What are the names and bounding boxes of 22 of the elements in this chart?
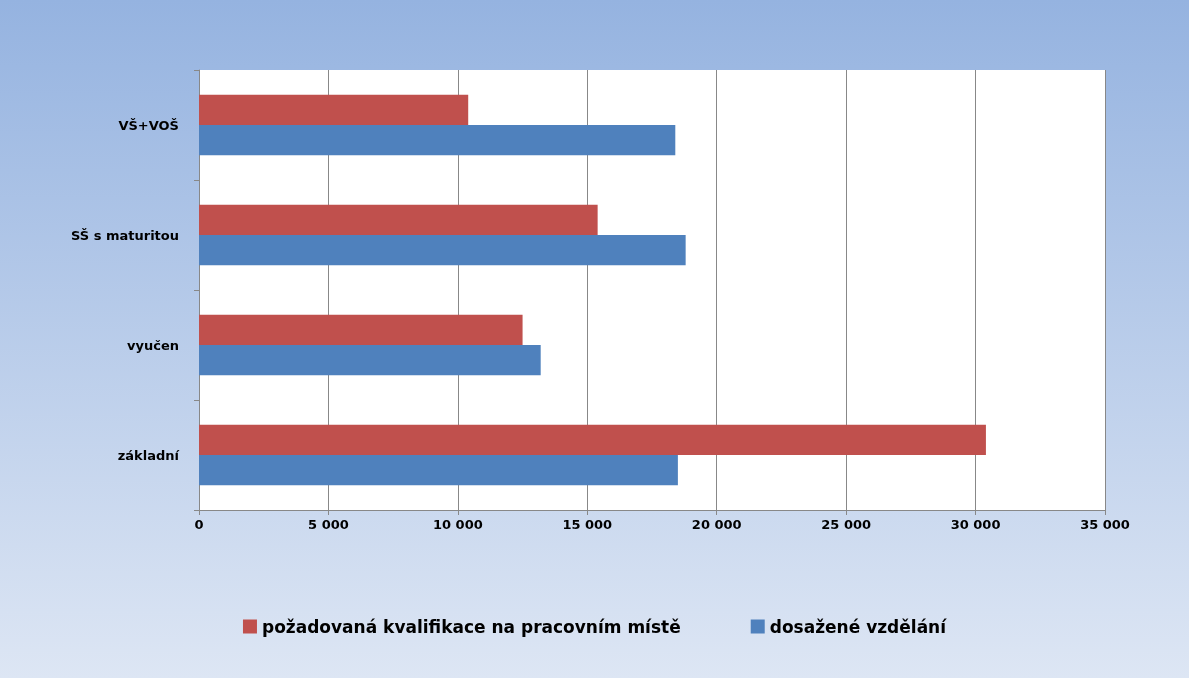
- bar: [199, 204, 598, 235]
- y-tick-label: základní: [117, 447, 181, 463]
- y-tick-label: VŠ+VOŠ: [118, 117, 179, 133]
- bar: [199, 235, 686, 266]
- x-tick-label: 10 000: [432, 517, 483, 532]
- x-tick-label: 25 000: [821, 517, 872, 532]
- legend-label: požadovaná kvalifikace na pracovním místě: [261, 616, 681, 637]
- x-tick-label: 35 000: [1080, 517, 1130, 532]
- bar: [199, 125, 676, 156]
- x-tick-label: 20 000: [691, 517, 742, 532]
- legend-label: dosažené vzdělání: [769, 616, 948, 637]
- x-tick-label: 0: [194, 517, 204, 532]
- bar: [199, 345, 541, 376]
- x-tick-label: 30 000: [950, 517, 1001, 532]
- bar: [199, 455, 678, 486]
- x-tick-label: 5 000: [308, 517, 349, 532]
- y-tick-label: SŠ s maturitou: [71, 227, 179, 243]
- bar: [199, 94, 469, 125]
- bar: [199, 424, 986, 455]
- y-tick-label: vyučen: [127, 337, 179, 353]
- bar: [199, 314, 523, 345]
- x-tick-label: 15 000: [562, 517, 613, 532]
